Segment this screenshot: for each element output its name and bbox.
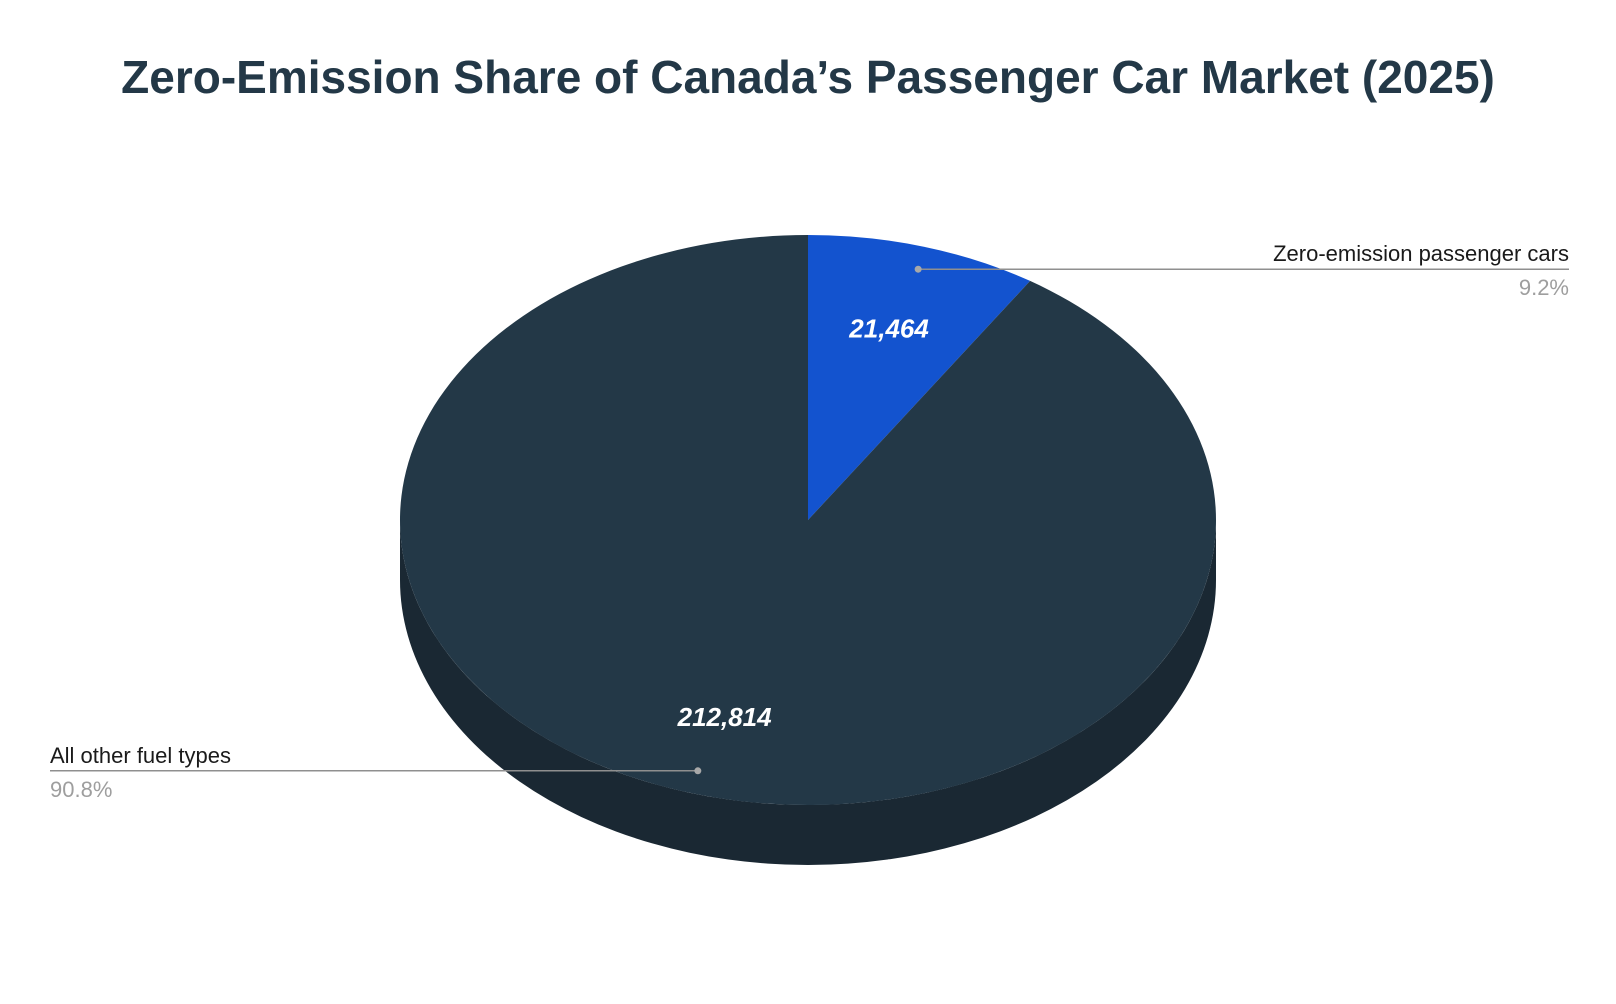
pie-slice-1[interactable] [400, 235, 1216, 805]
callout-category-label: Zero-emission passenger cars [1273, 241, 1569, 266]
pie-depth [400, 520, 1216, 865]
callout-percent-label: 9.2% [1519, 275, 1569, 300]
callout-category-label: All other fuel types [50, 743, 231, 768]
leader-dot [914, 265, 922, 273]
pie-slice-0[interactable] [808, 235, 1031, 520]
leader-dot [694, 767, 702, 775]
chart-title: Zero-Emission Share of Canada’s Passenge… [121, 51, 1495, 103]
slice-value-labels: 21,464 212,814 [677, 314, 930, 732]
callouts: Zero-emission passenger cars 9.2% All othe… [50, 241, 1569, 802]
callout-percent-label: 90.8% [50, 777, 112, 802]
pie-side-1 [400, 520, 1216, 865]
slice-value-label: 21,464 [848, 314, 929, 344]
pie-slices [400, 235, 1216, 805]
slice-value-label: 212,814 [677, 702, 773, 732]
